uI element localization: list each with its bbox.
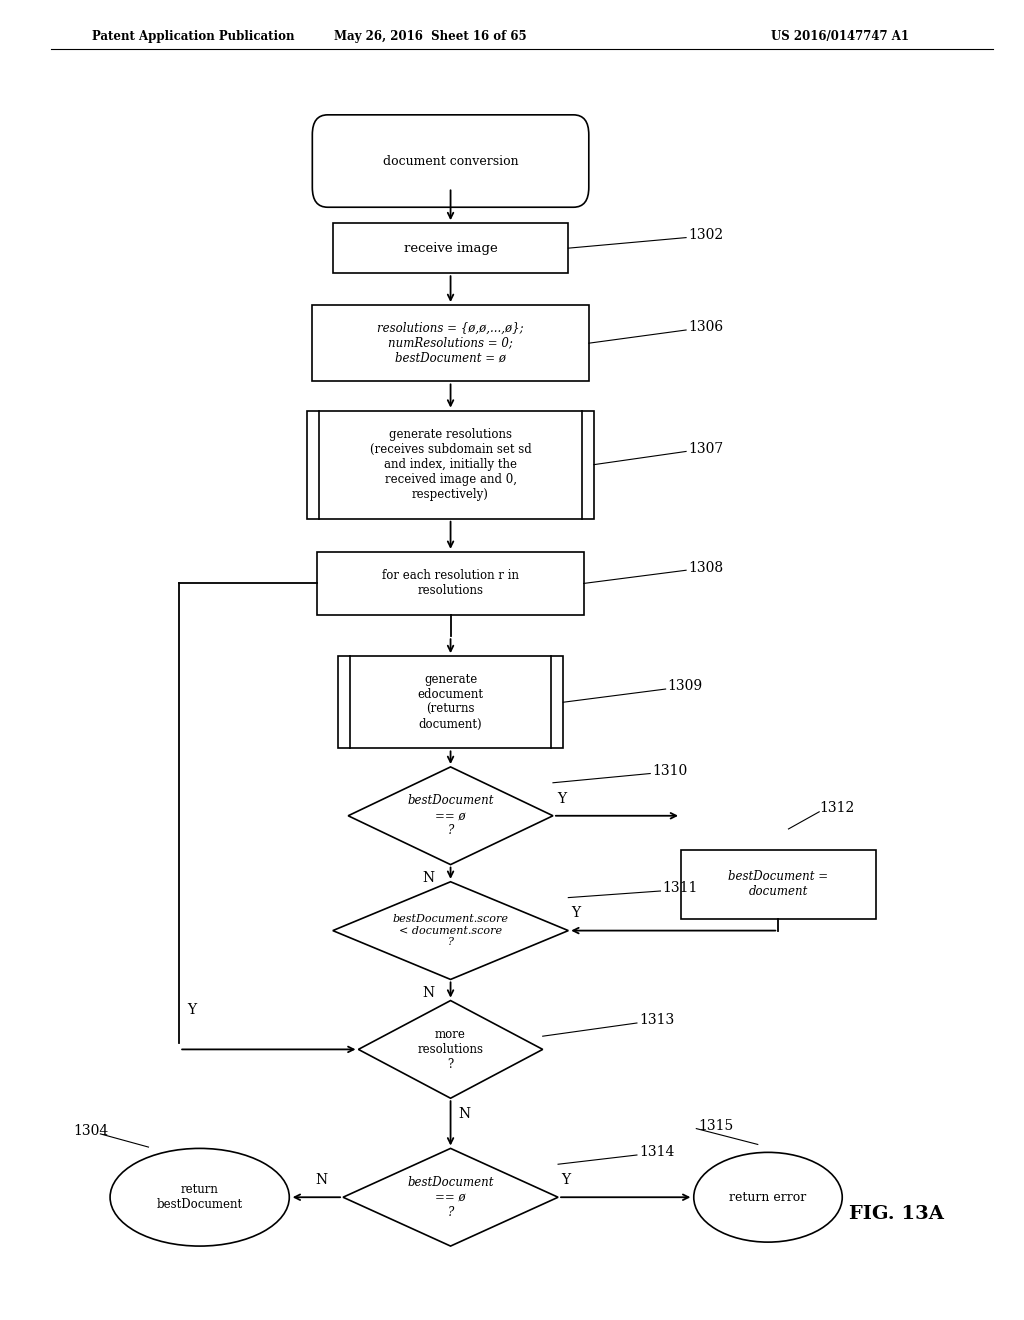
Text: US 2016/0147747 A1: US 2016/0147747 A1 — [771, 30, 908, 44]
Text: bestDocument.score
< document.score
?: bestDocument.score < document.score ? — [392, 913, 509, 948]
Bar — [338, 656, 563, 748]
Text: 1306: 1306 — [688, 321, 723, 334]
Text: N: N — [422, 871, 434, 886]
Text: more
resolutions
?: more resolutions ? — [418, 1028, 483, 1071]
Text: 1309: 1309 — [668, 680, 702, 693]
Text: 1308: 1308 — [688, 561, 723, 574]
Text: May 26, 2016  Sheet 16 of 65: May 26, 2016 Sheet 16 of 65 — [334, 30, 526, 44]
Text: bestDocument =
document: bestDocument = document — [728, 870, 828, 899]
Bar — [681, 850, 876, 919]
Text: 1302: 1302 — [688, 228, 723, 242]
Text: 1304: 1304 — [74, 1125, 109, 1138]
Text: Y: Y — [557, 792, 566, 805]
Text: Y: Y — [187, 1003, 197, 1016]
Polygon shape — [348, 767, 553, 865]
FancyBboxPatch shape — [312, 115, 589, 207]
Text: N: N — [422, 986, 434, 1001]
Bar — [312, 305, 589, 381]
Polygon shape — [358, 1001, 543, 1098]
Text: 1312: 1312 — [819, 801, 854, 814]
Text: 1310: 1310 — [652, 764, 687, 777]
Ellipse shape — [111, 1148, 289, 1246]
Text: generate
edocument
(returns
document): generate edocument (returns document) — [418, 673, 483, 731]
Text: 1311: 1311 — [663, 882, 698, 895]
Bar — [317, 552, 584, 615]
Text: receive image: receive image — [403, 242, 498, 255]
Text: bestDocument
== ø
?: bestDocument == ø ? — [408, 1176, 494, 1218]
Text: resolutions = {ø,ø,...,ø};
numResolutions = 0;
bestDocument = ø: resolutions = {ø,ø,...,ø}; numResolution… — [377, 322, 524, 364]
Text: Y: Y — [561, 1173, 570, 1187]
Bar — [333, 223, 568, 273]
Text: 1315: 1315 — [698, 1119, 733, 1133]
Text: for each resolution r in
resolutions: for each resolution r in resolutions — [382, 569, 519, 598]
Text: N: N — [459, 1107, 471, 1122]
Polygon shape — [343, 1148, 558, 1246]
Text: return error: return error — [729, 1191, 807, 1204]
Text: document conversion: document conversion — [383, 154, 518, 168]
Text: 1307: 1307 — [688, 442, 723, 455]
Bar — [307, 411, 594, 519]
Text: 1313: 1313 — [639, 1014, 674, 1027]
Text: generate resolutions
(receives subdomain set sd
and index, initially the
receive: generate resolutions (receives subdomain… — [370, 428, 531, 502]
Text: bestDocument
== ø
?: bestDocument == ø ? — [408, 795, 494, 837]
Text: FIG. 13A: FIG. 13A — [849, 1205, 943, 1224]
Text: Patent Application Publication: Patent Application Publication — [92, 30, 295, 44]
Text: return
bestDocument: return bestDocument — [157, 1183, 243, 1212]
Text: 1314: 1314 — [639, 1146, 675, 1159]
Polygon shape — [333, 882, 568, 979]
Text: Y: Y — [571, 907, 581, 920]
Text: N: N — [315, 1173, 328, 1187]
Ellipse shape — [694, 1152, 842, 1242]
